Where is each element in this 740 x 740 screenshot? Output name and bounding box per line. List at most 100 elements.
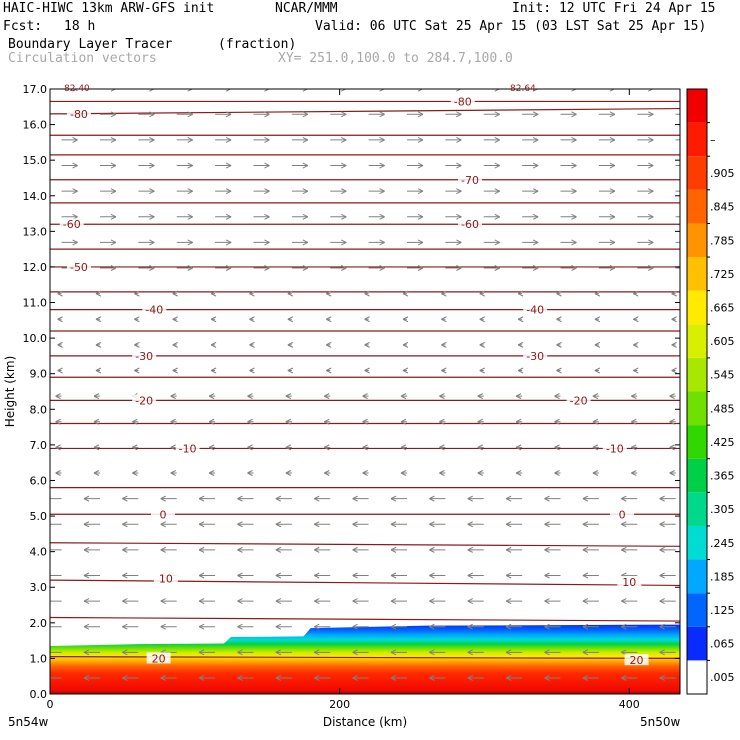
circulation-vector	[621, 623, 638, 630]
circulation-vector	[61, 162, 78, 169]
vector-head	[237, 649, 243, 656]
vector-head	[556, 290, 562, 297]
colorbar-swatch	[687, 626, 707, 661]
vector-head	[517, 367, 524, 374]
isotherm-label-bg	[617, 575, 642, 587]
circulation-vector	[560, 162, 577, 169]
vector-head	[160, 623, 166, 630]
circulation-vector	[402, 367, 409, 374]
y-tick-label: 15.0	[23, 154, 48, 167]
vector-head	[505, 495, 512, 502]
vector-head	[57, 290, 63, 297]
circulation-vector	[314, 649, 331, 656]
vector-head	[456, 188, 462, 195]
vector-head	[225, 239, 232, 246]
vector-head	[609, 188, 616, 195]
vector-head	[556, 367, 562, 374]
vector-head	[237, 675, 243, 681]
circulation-vector	[55, 470, 62, 476]
isotherm-label-bg	[610, 508, 635, 520]
vector-head	[110, 265, 117, 271]
vector-head	[441, 341, 447, 348]
circulation-vector	[522, 188, 539, 195]
circulation-vector	[368, 188, 385, 195]
vector-head	[198, 675, 205, 681]
vector-head	[390, 623, 397, 630]
circulation-vector	[637, 265, 654, 271]
vector-head	[172, 290, 178, 297]
circulation-vector	[314, 598, 331, 605]
circulation-vector	[132, 444, 139, 451]
vector-head	[122, 546, 128, 553]
colorbar-swatch	[687, 122, 707, 157]
circulation-vector	[467, 598, 484, 605]
circulation-vector	[522, 265, 539, 271]
colorbar-label: .605	[710, 335, 735, 348]
vector-head	[275, 649, 282, 656]
circulation-vector	[439, 444, 446, 451]
isotherm-label: 0	[159, 508, 166, 521]
vector-head	[275, 598, 282, 605]
circulation-vector	[517, 290, 524, 297]
circulation-vector	[291, 213, 309, 220]
vector-head	[352, 675, 358, 681]
vector-head	[95, 367, 102, 374]
circulation-vector	[554, 418, 561, 425]
vector-head	[456, 162, 462, 169]
vector-head	[237, 572, 243, 579]
vector-head	[671, 290, 677, 297]
circulation-vector	[83, 675, 100, 681]
vector-head	[364, 341, 370, 348]
vector-head	[314, 675, 320, 681]
vector-head	[187, 162, 193, 169]
circulation-vector	[362, 393, 369, 400]
circulation-vector	[445, 162, 462, 169]
vector-head	[247, 470, 253, 476]
circulation-vector	[400, 470, 407, 476]
circulation-vector	[160, 495, 177, 502]
circulation-vector	[134, 341, 140, 348]
circulation-vector	[291, 265, 309, 271]
circulation-vector	[429, 675, 446, 681]
isotherm-label-bg	[458, 218, 482, 230]
circulation-vector	[592, 393, 599, 400]
circulation-vector	[215, 239, 232, 246]
vector-head	[285, 393, 292, 400]
vector-head	[631, 470, 637, 476]
vector-head	[659, 675, 665, 681]
vector-head	[505, 598, 512, 605]
vector-head	[544, 546, 550, 553]
circulation-vector	[441, 367, 447, 374]
circulation-vector	[592, 418, 599, 425]
vector-head	[364, 367, 370, 374]
vector-head	[198, 598, 205, 605]
vector-head	[390, 675, 397, 681]
circulation-vector	[198, 598, 216, 605]
circulation-vector	[330, 111, 347, 118]
circulation-vector	[659, 521, 676, 528]
field-units: (fraction)	[218, 37, 297, 52]
vector-head	[302, 162, 309, 169]
vector-head	[379, 136, 385, 143]
circulation-vector	[172, 341, 178, 348]
plot-frame	[49, 88, 681, 695]
vector-head	[571, 213, 577, 220]
vector-head	[648, 239, 654, 246]
circulation-vector	[675, 190, 680, 192]
circulation-vector	[122, 649, 139, 656]
vector-head	[285, 444, 292, 451]
circulation-vector	[675, 165, 680, 167]
vector-head	[326, 290, 332, 297]
circulation-vector	[253, 239, 270, 246]
x-axis-label: Distance (km)	[323, 715, 407, 729]
circulation-vector	[57, 290, 63, 297]
circulation-vector	[330, 188, 347, 195]
vector-head	[93, 444, 100, 451]
vector-head	[517, 341, 524, 348]
circulation-vector	[352, 546, 369, 553]
circulation-vector	[352, 598, 369, 605]
field-name: Boundary Layer Tracer	[8, 37, 173, 52]
isotherm-label: -50	[70, 261, 88, 274]
circulation-vector	[275, 546, 292, 553]
circulation-vector	[483, 188, 500, 195]
